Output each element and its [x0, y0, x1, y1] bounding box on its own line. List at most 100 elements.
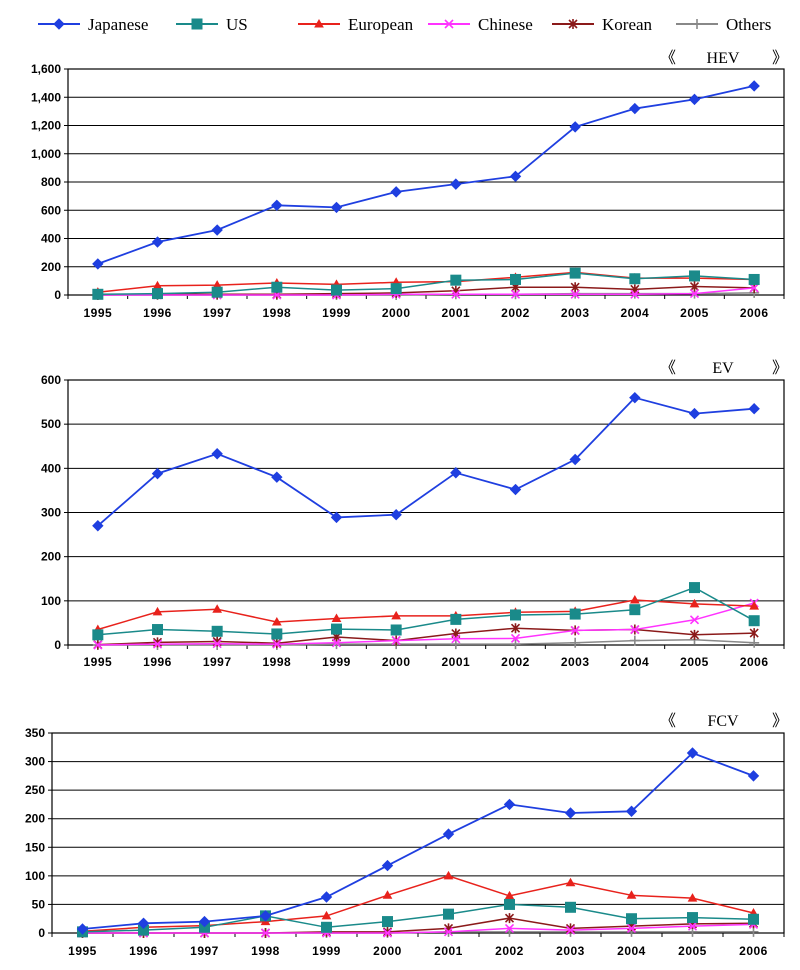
x-tick-label: 1999 — [322, 655, 351, 669]
data-point — [76, 923, 89, 935]
data-point — [271, 199, 283, 212]
chart-ev: 0 100 200 300 400 500 600 1995 1996 1997 1998 1999 2… — [41, 360, 788, 669]
data-point — [212, 639, 222, 649]
data-point — [93, 640, 103, 650]
series-line — [82, 875, 754, 933]
data-point — [569, 453, 581, 466]
data-point — [152, 639, 163, 649]
data-point — [565, 925, 576, 935]
y-tick-label: 100 — [41, 594, 61, 608]
data-point — [630, 624, 640, 635]
x-tick-label: 2004 — [620, 655, 649, 669]
series-chinese — [93, 598, 759, 650]
x-tick-label: 2002 — [501, 306, 530, 320]
data-point — [442, 828, 455, 840]
data-point — [390, 509, 402, 521]
legend-item-korean: Korean — [552, 15, 653, 34]
x-tick-label: 1998 — [262, 306, 291, 320]
data-point — [390, 186, 402, 198]
x-tick-label: 2003 — [561, 655, 590, 669]
data-point — [629, 594, 640, 604]
legend-label: Others — [726, 15, 771, 34]
data-point — [687, 912, 698, 924]
data-point — [510, 289, 521, 299]
data-point — [510, 273, 521, 285]
data-point — [151, 236, 164, 248]
y-tick-label: 350 — [25, 726, 45, 740]
data-point — [748, 403, 760, 415]
data-point — [509, 483, 522, 496]
chart-tag-label: EV — [712, 360, 734, 377]
data-point — [152, 637, 163, 648]
legend: Japanese US European Chinese Korean Others — [38, 15, 771, 34]
x-tick-label: 2001 — [434, 944, 463, 958]
data-point — [92, 520, 104, 532]
data-point — [321, 910, 332, 920]
data-point — [331, 613, 342, 622]
data-point — [569, 608, 581, 620]
y-tick-label: 0 — [54, 288, 61, 302]
legend-marker — [53, 18, 65, 30]
legend-item-us: US — [176, 15, 248, 34]
x-tick-label: 2002 — [501, 655, 530, 669]
data-point — [504, 913, 515, 924]
data-point — [382, 890, 393, 899]
legend-label: European — [348, 15, 414, 34]
data-point — [570, 637, 581, 648]
series-japanese — [92, 80, 760, 270]
data-point — [331, 284, 342, 296]
data-point — [391, 610, 402, 620]
chart-tag-label: FCV — [707, 713, 739, 730]
y-tick-label: 800 — [41, 175, 61, 189]
data-point — [260, 928, 271, 938]
data-point — [211, 286, 223, 298]
data-point — [629, 391, 641, 404]
legend-marker — [314, 18, 324, 28]
data-point — [570, 282, 580, 293]
legend-label: Japanese — [88, 15, 148, 34]
data-point — [381, 859, 394, 872]
data-point — [450, 274, 462, 286]
data-point — [443, 927, 454, 937]
data-point — [629, 273, 641, 285]
chart-hev: 0 200 400 600 800 1,000 1,200 1,400 1,600 1995 199… — [31, 50, 788, 320]
data-point — [212, 604, 223, 613]
x-tick-label: 2006 — [739, 944, 768, 958]
y-tick-label: 200 — [25, 812, 45, 826]
data-point — [630, 289, 640, 299]
series-line — [97, 396, 755, 527]
data-point — [625, 805, 638, 817]
data-point — [450, 467, 462, 479]
x-tick-label: 1996 — [143, 306, 172, 320]
x-tick-label: 2006 — [740, 306, 769, 320]
data-point — [749, 637, 760, 648]
data-point — [747, 770, 760, 782]
legend-marker — [692, 19, 702, 29]
data-point — [689, 281, 700, 292]
data-point — [748, 615, 760, 627]
data-point — [570, 625, 580, 635]
data-point — [321, 921, 332, 933]
data-point — [687, 893, 698, 902]
series-japanese — [92, 391, 760, 532]
data-point — [391, 636, 401, 646]
data-point — [450, 613, 462, 625]
legend-label: Chinese — [478, 15, 533, 34]
y-tick-label: 50 — [32, 897, 46, 911]
x-tick-label: 1998 — [251, 944, 280, 958]
data-point — [271, 471, 283, 483]
chart-tag-open: 《 — [660, 50, 676, 67]
x-tick-label: 1997 — [190, 944, 219, 958]
data-point — [689, 598, 700, 608]
data-point — [451, 289, 461, 299]
data-point — [198, 915, 211, 928]
data-point — [689, 582, 700, 594]
data-point — [629, 102, 641, 115]
legend-label: Korean — [602, 15, 653, 34]
y-tick-label: 400 — [41, 232, 61, 246]
legend-item-others: Others — [676, 15, 771, 34]
x-tick-label: 2001 — [441, 655, 470, 669]
series-us — [92, 582, 760, 641]
data-point — [748, 80, 760, 92]
